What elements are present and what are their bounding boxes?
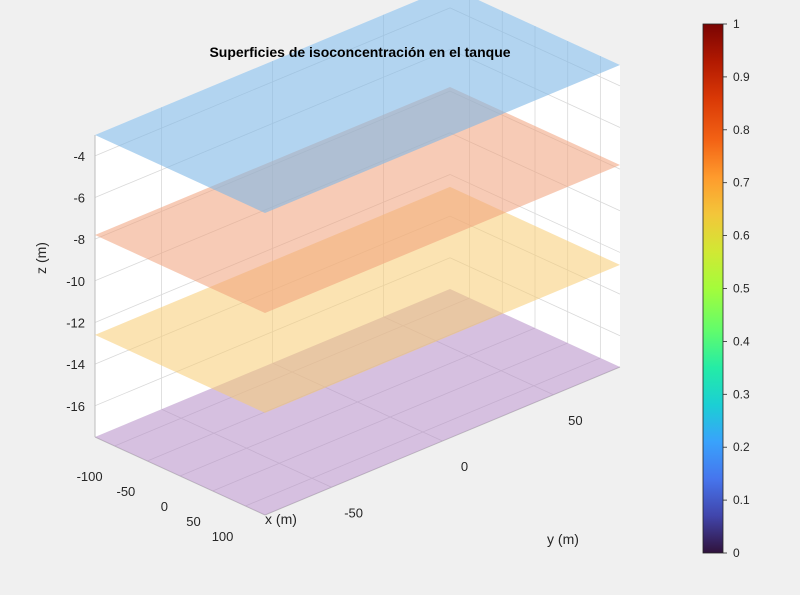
tick-label: 50 <box>186 514 200 529</box>
chart-title: Superficies de isoconcentración en el ta… <box>209 44 510 60</box>
isosurface-plane <box>95 289 620 515</box>
isosurfaces <box>95 0 620 515</box>
y-axis-label: y (m) <box>547 531 579 547</box>
colorbar-gradient <box>702 23 724 554</box>
colorbar-tick-label: 0.9 <box>733 70 750 84</box>
tick-label: -50 <box>117 484 136 499</box>
colorbar-ticks: 0 0.1 0.2 0.3 0.4 0.5 0.6 0.7 0.8 0.9 1 <box>723 17 750 560</box>
colorbar-tick-label: 0.1 <box>733 493 750 507</box>
tick-label: -14 <box>66 357 85 372</box>
tick-label: -8 <box>73 232 85 247</box>
colorbar-tick-label: 0 <box>733 546 740 560</box>
isosurface-plane <box>95 0 620 213</box>
colorbar-tick-label: 0.4 <box>733 334 750 348</box>
colorbar: 0 0.1 0.2 0.3 0.4 0.5 0.6 0.7 0.8 0.9 1 <box>702 17 750 560</box>
x-axis-label: x (m) <box>265 511 297 527</box>
colorbar-tick-label: 0.8 <box>733 123 750 137</box>
tick-label: -12 <box>66 315 85 330</box>
colorbar-tick-label: 0.3 <box>733 387 750 401</box>
tick-label: 0 <box>161 499 168 514</box>
tick-label: 50 <box>568 413 582 428</box>
axes-3d: -4 -6 -8 -10 -12 -14 -16 -100 -50 0 50 100 -50 0 50 <box>66 0 621 544</box>
tick-label: -6 <box>73 191 85 206</box>
tick-label: 100 <box>212 529 234 544</box>
z-axis-label: z (m) <box>33 242 49 274</box>
colorbar-tick-label: 0.7 <box>733 176 750 190</box>
tick-label: -100 <box>77 469 103 484</box>
colorbar-tick-label: 1 <box>733 17 740 31</box>
colorbar-tick-label: 0.2 <box>733 440 750 454</box>
colorbar-tick-label: 0.5 <box>733 282 750 296</box>
tick-label: -10 <box>66 274 85 289</box>
tick-labels: -4 -6 -8 -10 -12 -14 -16 -100 -50 0 50 100 -50 0 50 <box>66 149 582 544</box>
colorbar-tick-label: 0.6 <box>733 229 750 243</box>
isosurface-plane <box>95 186 620 413</box>
tick-label: -50 <box>344 505 363 520</box>
tick-label: -4 <box>73 149 85 164</box>
tick-label: -16 <box>66 399 85 414</box>
tick-label: 0 <box>461 459 468 474</box>
isosurface-plane <box>95 87 620 313</box>
